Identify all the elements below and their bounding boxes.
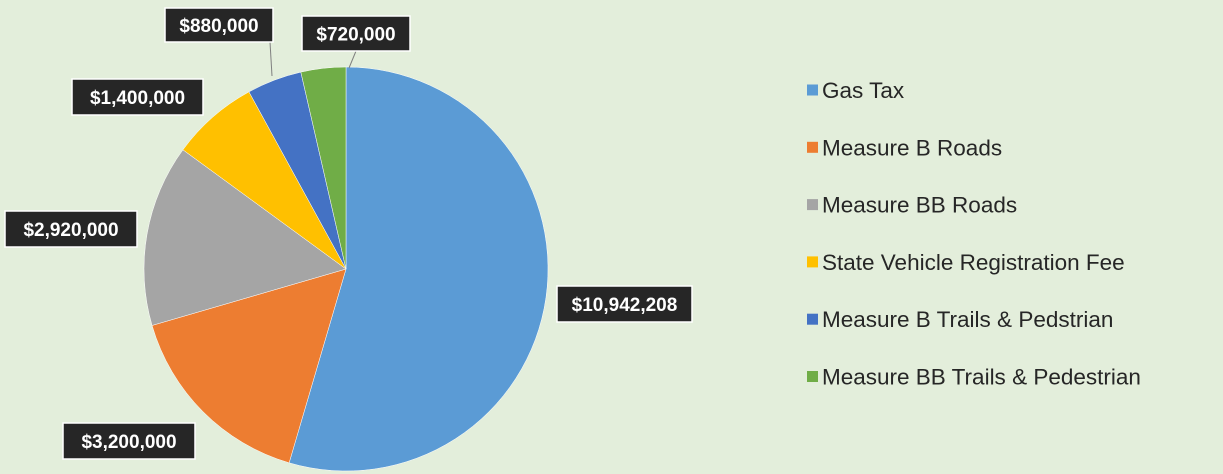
legend-item-measure-b-roads: Measure B Roads xyxy=(807,135,1002,160)
legend-marker xyxy=(807,313,818,325)
legend-item-measure-b-trails-and-pedstrian: Measure B Trails & Pedstrian xyxy=(807,307,1113,332)
legend-label: Measure BB Roads xyxy=(822,193,1017,218)
leader-line-measure-bb-trails-and-pedestrian xyxy=(348,50,357,69)
data-labels: $10,942,208 $3,200,000 $2,920,000 $1,400,00… xyxy=(4,7,693,460)
data-label-text: $720,000 xyxy=(316,25,395,46)
legend-label: Measure B Trails & Pedstrian xyxy=(822,307,1113,332)
data-label-measure-bb-roads: $2,920,000 xyxy=(4,210,138,248)
legend-marker xyxy=(807,256,818,268)
data-label-gas-tax: $10,942,208 xyxy=(556,285,693,323)
data-label-text: $2,920,000 xyxy=(23,220,118,241)
pie-slices xyxy=(143,66,549,472)
data-label-box xyxy=(556,285,693,323)
legend-label: State Vehicle Registration Fee xyxy=(822,250,1125,275)
data-label-box xyxy=(301,15,411,52)
data-label-box xyxy=(164,7,274,43)
legend-item-measure-bb-trails-and-pedestrian: Measure BB Trails & Pedestrian xyxy=(807,365,1141,390)
legend-marker xyxy=(807,84,818,96)
pie-slice-measure-b-roads xyxy=(151,268,347,464)
legend-item-state-vehicle-registration-fee: State Vehicle Registration Fee xyxy=(807,250,1125,275)
data-label-text: $1,400,000 xyxy=(90,88,185,109)
pie-slice-gas-tax xyxy=(288,66,549,472)
legend-marker xyxy=(807,141,818,153)
legend-marker xyxy=(807,371,818,382)
legend-label: Measure B Roads xyxy=(822,135,1002,160)
legend-label: Measure BB Trails & Pedestrian xyxy=(822,365,1141,390)
data-label-box xyxy=(62,422,196,460)
data-label-text: $10,942,208 xyxy=(572,295,678,316)
legend-item-gas-tax: Gas Tax xyxy=(807,78,905,103)
legend-marker xyxy=(807,199,818,211)
pie-slice-measure-bb-trails-and-pedestrian xyxy=(300,66,347,270)
legend-item-measure-bb-roads: Measure BB Roads xyxy=(807,193,1017,218)
pie-slice-measure-bb-roads xyxy=(143,149,347,326)
data-label-box xyxy=(4,210,138,248)
legend-label: Gas Tax xyxy=(822,78,905,103)
leader-line-measure-b-trails-and-pedstrian xyxy=(269,41,273,77)
data-label-measure-b-roads: $3,200,000 xyxy=(62,422,196,460)
data-label-state-vehicle-registration-fee: $1,400,000 xyxy=(71,78,204,116)
legend: Gas Tax Measure B Roads Measure BB Roads St… xyxy=(807,78,1141,390)
data-label-measure-bb-trails-and-pedestrian: $720,000 xyxy=(301,15,411,52)
leader-lines xyxy=(269,41,357,77)
data-label-box xyxy=(71,78,204,116)
data-label-text: $3,200,000 xyxy=(81,432,176,453)
data-label-text: $880,000 xyxy=(179,16,258,37)
data-label-measure-b-trails-and-pedstrian: $880,000 xyxy=(164,7,274,43)
